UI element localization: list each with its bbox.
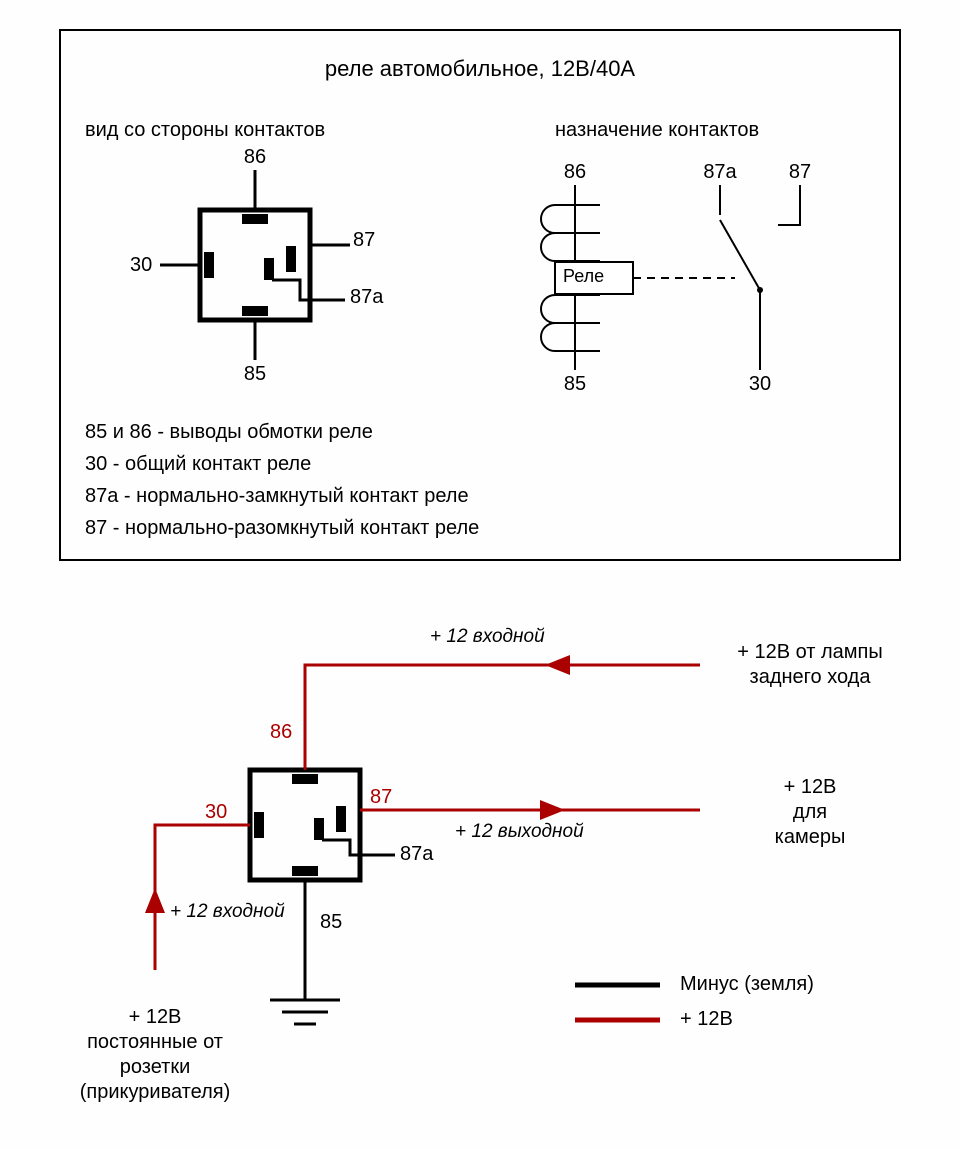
lbl-in12-left: + 12 входной xyxy=(170,900,285,924)
pin-85-bot: 85 xyxy=(320,910,342,935)
pin-87-bot: 87 xyxy=(370,785,392,810)
lbl-out12: + 12 выходной xyxy=(455,820,584,844)
lbl-from-lamp: + 12В от лампы заднего хода xyxy=(737,640,883,690)
lbl-from-lighter: + 12В постоянные от розетки (прикуривате… xyxy=(80,1005,230,1105)
pin-87a-bot: 87a xyxy=(400,842,433,867)
wire-86-input xyxy=(305,655,700,770)
lbl-in12-top: + 12 входной xyxy=(430,625,545,649)
wiring-diagram xyxy=(0,0,960,1150)
pin-30-bot: 30 xyxy=(205,800,227,825)
wire-30-input xyxy=(145,825,250,970)
wire-87-output xyxy=(360,800,700,820)
legend-minus: Минус (земля) xyxy=(680,972,814,997)
pin-86-bot: 86 xyxy=(270,720,292,745)
legend-plus: + 12В xyxy=(680,1007,733,1032)
lbl-to-camera: + 12В для камеры xyxy=(775,775,846,850)
legend-swatches xyxy=(575,985,660,1020)
diagram-stage: реле автомобильное, 12В/40А вид со сторо… xyxy=(0,0,960,1150)
